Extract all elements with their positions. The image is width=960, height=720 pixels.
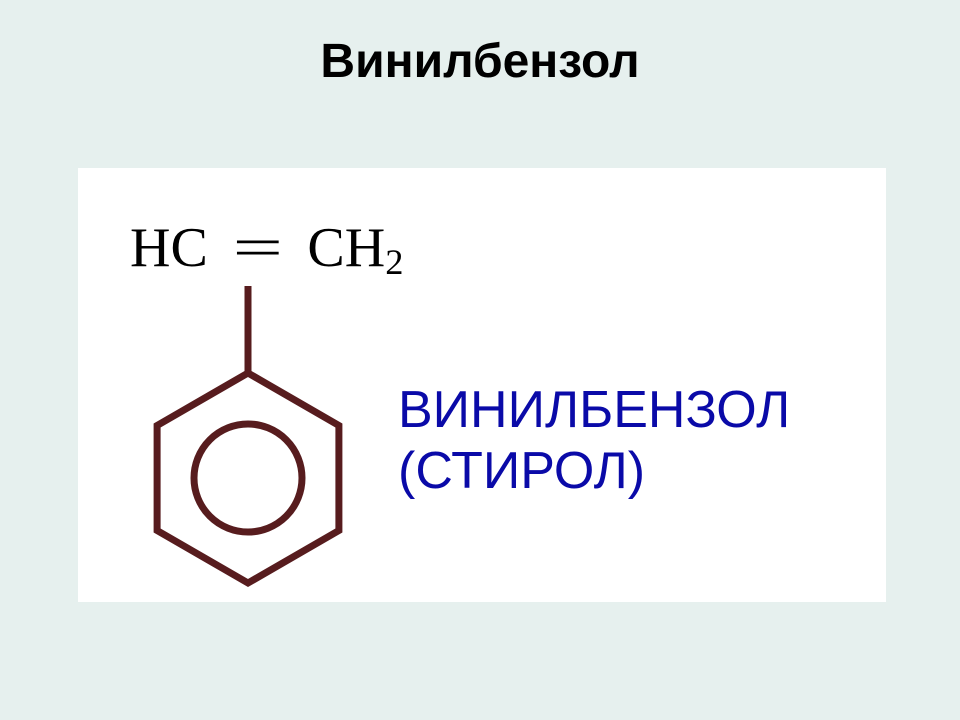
compound-label-line1: ВИНИЛБЕНЗОЛ — [398, 380, 790, 441]
compound-label-line2: (СТИРОЛ) — [398, 441, 790, 502]
hexagon — [157, 373, 339, 583]
benzene-ring-icon — [78, 168, 418, 598]
slide: Винилбензол HC = CH2 ВИНИЛБЕНЗОЛ (СТИРОЛ… — [0, 0, 960, 720]
title-text: Винилбензол — [320, 35, 639, 88]
page-title: Винилбензол — [0, 34, 960, 89]
benzene-structure — [157, 286, 339, 583]
compound-label: ВИНИЛБЕНЗОЛ (СТИРОЛ) — [398, 380, 790, 503]
aromatic-circle — [194, 424, 302, 532]
content-panel: HC = CH2 ВИНИЛБЕНЗОЛ (СТИРОЛ) — [78, 168, 886, 602]
